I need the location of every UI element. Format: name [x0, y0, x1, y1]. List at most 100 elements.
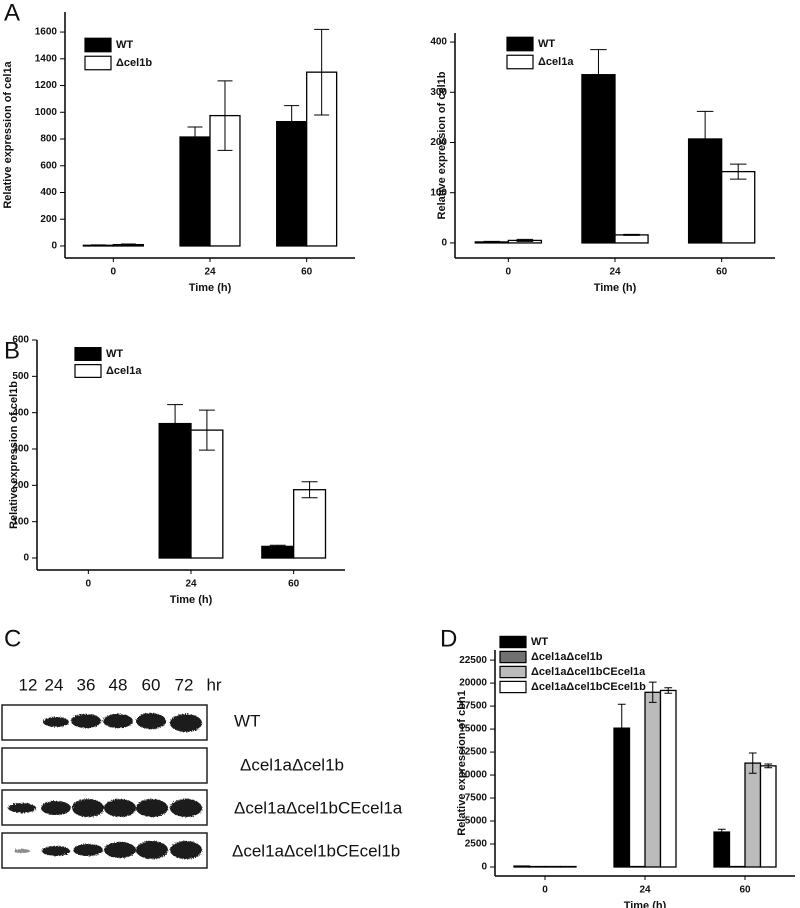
y-tick-label: 200	[40, 214, 57, 225]
bar	[293, 489, 327, 559]
y-tick-label: 100	[12, 516, 29, 527]
bar	[261, 545, 295, 559]
x-tick-label: 60	[301, 267, 313, 278]
legend-swatch	[506, 36, 534, 52]
error-bar	[269, 544, 286, 548]
legend-label: Δcel1a	[538, 56, 574, 68]
bar	[581, 74, 616, 244]
y-tick-label: 7500	[465, 793, 488, 804]
x-tick-label: 0	[506, 267, 512, 278]
y-tick-label: 0	[51, 241, 57, 252]
bar	[190, 429, 224, 559]
y-tick-label: 600	[12, 335, 29, 346]
x-tick-label: 0	[86, 579, 92, 590]
band	[136, 713, 166, 729]
legend-label: WT	[116, 39, 133, 51]
y-tick-label: 500	[12, 371, 29, 382]
blot-strip	[1, 789, 208, 826]
y-tick-label: 200	[430, 137, 447, 148]
y-tick-label: 1000	[35, 107, 58, 118]
y-tick-label: 0	[441, 238, 447, 249]
panel-label: A	[4, 0, 20, 26]
y-axis-label: Relative expression of cbh1	[456, 690, 468, 836]
error-bar	[187, 126, 203, 148]
error-bar	[284, 105, 300, 139]
error-bar	[483, 240, 501, 243]
band	[170, 799, 202, 817]
unit-label: hr	[206, 675, 221, 694]
x-axis-label: Time (h)	[189, 282, 232, 294]
y-tick-label: 0	[481, 862, 487, 873]
error-bar	[696, 110, 714, 168]
band	[170, 714, 202, 732]
bar	[744, 762, 762, 868]
band	[136, 799, 168, 817]
y-tick-label: 22500	[459, 655, 487, 666]
error-bar	[167, 404, 184, 443]
y-tick-label: 1400	[35, 53, 58, 64]
band	[8, 803, 36, 813]
x-tick-label: 60	[716, 267, 728, 278]
band	[103, 714, 133, 728]
error-bar	[764, 763, 773, 769]
error-bar	[664, 687, 673, 694]
blot-strip	[1, 832, 208, 869]
error-bar	[120, 243, 136, 246]
y-tick-label: 1600	[35, 27, 58, 38]
y-axis-label: Relative expression of cel1a	[2, 60, 14, 208]
error-bar	[648, 681, 657, 703]
x-tick-label: 60	[739, 885, 751, 896]
panel-label: C	[4, 625, 21, 652]
row-label: Δcel1aΔcel1b	[240, 755, 344, 774]
error-bar	[198, 409, 215, 451]
legend-label: WT	[531, 636, 548, 648]
y-axis-label: Relative expression of cel1b	[436, 71, 448, 219]
band	[14, 849, 30, 853]
x-axis-label: Time (h)	[624, 900, 667, 908]
legend-swatch	[499, 650, 527, 664]
y-tick-label: 12500	[459, 747, 487, 758]
y-tick-label: 300	[430, 87, 447, 98]
y-tick-label: 17500	[459, 701, 487, 712]
y-tick-label: 600	[40, 160, 57, 171]
legend-label: Δcel1aΔcel1bCEcel1a	[531, 666, 646, 678]
y-tick-label: 15000	[459, 724, 487, 735]
bar	[721, 170, 756, 244]
y-tick-label: 200	[12, 480, 29, 491]
error-bar	[623, 233, 640, 236]
legend-label: Δcel1a	[106, 365, 142, 377]
y-tick-label: 2500	[465, 839, 488, 850]
bar	[644, 691, 662, 868]
blot-bands	[8, 713, 202, 859]
y-tick-label: 300	[12, 444, 29, 455]
bar	[713, 831, 731, 868]
error-bar	[90, 244, 106, 247]
error-bar	[516, 238, 534, 242]
y-axis-label: Relative expression of cel1b	[8, 381, 20, 529]
x-tick-label: 24	[609, 267, 621, 278]
row-label: Δcel1aΔcel1bCEcel1a	[234, 798, 403, 817]
lane-label: 24	[45, 675, 64, 694]
blot-strip	[1, 747, 208, 784]
row-label: WT	[234, 711, 260, 730]
x-axis-label: Time (h)	[170, 594, 213, 606]
error-bar	[717, 828, 726, 836]
band	[104, 799, 136, 817]
x-tick-label: 0	[542, 885, 548, 896]
panel-label: B	[4, 337, 20, 364]
band	[136, 841, 168, 859]
lane-label: 60	[142, 675, 161, 694]
band	[42, 846, 70, 856]
error-bar	[301, 481, 318, 499]
bar	[276, 120, 308, 247]
row-label: Δcel1aΔcel1bCEcel1b	[232, 841, 400, 860]
lane-label: 48	[109, 675, 128, 694]
bar	[659, 689, 677, 868]
legend-swatch	[74, 347, 102, 361]
legend-swatch	[74, 364, 102, 378]
blot-lanes: 12 24 36 48 60 72 hr	[19, 675, 222, 694]
y-tick-label: 400	[40, 187, 57, 198]
legend-label: Δcel1aΔcel1bCEcel1b	[531, 681, 646, 693]
y-tick-label: 5000	[465, 816, 488, 827]
